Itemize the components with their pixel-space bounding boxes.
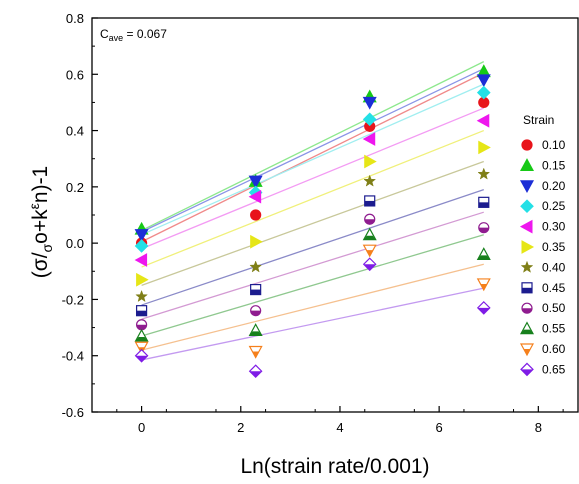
data-point-0.20 <box>134 229 149 242</box>
data-point-0.10 <box>250 209 262 221</box>
x-tick-label: 8 <box>535 420 542 435</box>
legend-label-0.40: 0.40 <box>542 260 566 274</box>
data-point-0.35 <box>250 234 263 249</box>
data-point-0.50 <box>135 319 148 331</box>
data-point-0.45 <box>135 305 148 317</box>
data-point-0.60 <box>476 278 491 292</box>
data-point-0.65 <box>476 301 491 315</box>
data-point-0.65 <box>248 364 263 379</box>
data-point-0.55 <box>134 328 149 342</box>
annotation-c-ave: Cave = 0.067 <box>100 27 167 43</box>
x-tick-label: 4 <box>336 420 343 435</box>
fit-line-0.45 <box>141 189 484 306</box>
legend-marker-0.20 <box>519 180 535 194</box>
data-point-0.50 <box>478 222 490 234</box>
y-tick-label: 0.2 <box>66 180 84 195</box>
data-point-0.20 <box>248 175 263 189</box>
fit-line-0.65 <box>141 287 484 361</box>
fit-line-0.50 <box>141 211 484 320</box>
fit-line-0.30 <box>141 107 485 250</box>
y-tick-label: 0.8 <box>66 11 84 26</box>
y-tick-label: 0.6 <box>66 67 84 82</box>
legend-label-0.45: 0.45 <box>542 281 566 295</box>
data-point-0.25 <box>476 85 491 100</box>
y-axis-label: (σ/σo+kεn)-1 <box>26 166 55 279</box>
data-point-0.55 <box>476 247 491 260</box>
legend-label-0.60: 0.60 <box>542 342 566 356</box>
legend-label-0.30: 0.30 <box>542 220 566 234</box>
data-point-0.30 <box>476 113 490 128</box>
data-point-0.45 <box>478 196 490 208</box>
data-point-0.60 <box>362 244 377 258</box>
data-point-0.55 <box>362 227 377 241</box>
data-point-0.55 <box>248 323 263 336</box>
fit-line-0.25 <box>141 83 485 236</box>
legend-title: Strain <box>523 113 554 127</box>
data-point-0.30 <box>134 253 148 267</box>
data-point-0.30 <box>248 189 262 204</box>
legend-marker-0.65 <box>520 362 534 377</box>
fit-line-0.20 <box>141 68 485 233</box>
data-point-0.50 <box>364 213 376 225</box>
fit-line-0.35 <box>141 129 485 268</box>
data-point-0.60 <box>248 345 263 359</box>
legend-marker-0.40 <box>520 260 534 273</box>
data-point-0.40 <box>477 167 491 180</box>
data-point-0.35 <box>364 154 377 169</box>
legend: Strain 0.10 0.15 0.20 0.25 0.30 0.35 0.40 0.45 0.… <box>519 113 566 377</box>
fit-line-0.40 <box>141 160 484 286</box>
y-tick-label: 0.4 <box>66 124 84 139</box>
data-point-0.25 <box>362 112 377 127</box>
legend-label-0.55: 0.55 <box>542 322 566 336</box>
data-point-0.35 <box>136 272 149 287</box>
data-point-0.40 <box>135 289 148 303</box>
legend-marker-0.45 <box>521 282 533 294</box>
data-point-0.30 <box>362 132 376 146</box>
legend-marker-0.35 <box>521 240 535 254</box>
data-point-0.25 <box>134 239 149 253</box>
x-tick-label: 0 <box>138 420 145 435</box>
x-tick-label: 6 <box>436 420 443 435</box>
fit-line-0.55 <box>141 234 484 337</box>
data-point-0.20 <box>476 74 491 88</box>
legend-marker-0.25 <box>520 199 534 214</box>
legend-label-0.35: 0.35 <box>542 240 566 254</box>
legend-label-0.10: 0.10 <box>542 138 566 152</box>
legend-label-0.50: 0.50 <box>542 301 566 315</box>
legend-marker-0.50 <box>521 302 533 314</box>
fit-line-0.60 <box>141 263 484 351</box>
data-point-0.65 <box>362 257 377 272</box>
data-point-0.20 <box>362 96 377 110</box>
legend-marker-0.15 <box>519 158 535 171</box>
axes: 0 2 4 6 8 -0.6 -0.4 -0.2 0.0 0.2 0.4 0.6 0.8 <box>62 11 579 435</box>
legend-marker-0.55 <box>519 321 535 335</box>
legend-label-0.20: 0.20 <box>542 179 566 193</box>
y-tick-label: -0.2 <box>62 292 84 307</box>
x-axis-label: Ln(strain rate/0.001) <box>240 455 429 478</box>
legend-marker-0.60 <box>519 343 535 357</box>
plot-area <box>134 61 491 379</box>
x-tick-label: 2 <box>237 420 244 435</box>
fit-line-0.10 <box>141 72 485 243</box>
data-point-0.50 <box>250 305 262 317</box>
legend-label-0.15: 0.15 <box>542 158 566 172</box>
data-point-0.40 <box>363 174 377 187</box>
data-point-0.45 <box>250 283 262 296</box>
data-point-0.35 <box>478 140 491 155</box>
legend-label-0.25: 0.25 <box>542 199 566 213</box>
data-point-0.65 <box>134 348 149 363</box>
data-point-0.45 <box>364 195 376 207</box>
data-point-0.40 <box>249 260 263 273</box>
y-tick-label: -0.4 <box>62 349 84 364</box>
legend-marker-0.10 <box>521 139 533 151</box>
y-tick-label: -0.6 <box>62 405 84 420</box>
y-tick-label: 0.0 <box>66 236 84 251</box>
legend-label-0.65: 0.65 <box>542 362 566 376</box>
legend-marker-0.30 <box>519 219 533 234</box>
fit-line-0.15 <box>141 61 485 232</box>
